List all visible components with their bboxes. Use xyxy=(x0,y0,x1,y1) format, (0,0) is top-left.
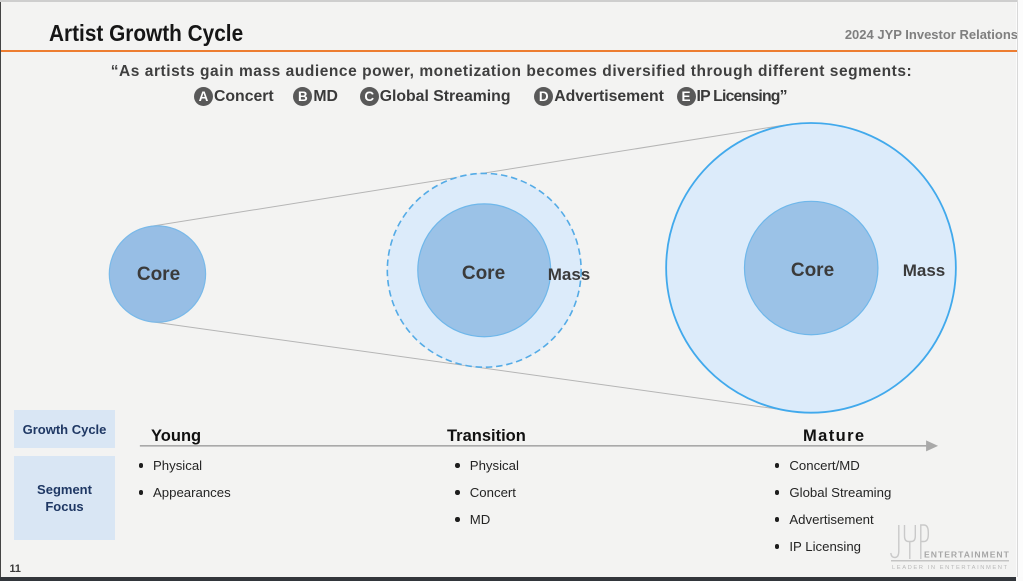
svg-text:ENTERTAINMENT: ENTERTAINMENT xyxy=(924,550,1010,560)
svg-text:LEADER IN ENTERTAINMENT: LEADER IN ENTERTAINMENT xyxy=(892,565,1009,571)
